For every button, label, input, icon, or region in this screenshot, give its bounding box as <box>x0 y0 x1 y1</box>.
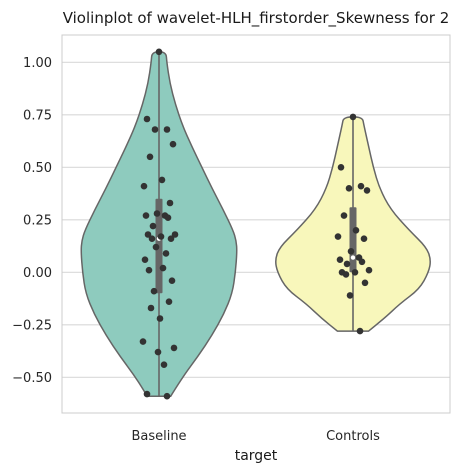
data-point <box>143 115 151 123</box>
data-point <box>154 348 162 356</box>
data-point <box>140 182 148 190</box>
data-point <box>356 327 364 335</box>
data-point <box>365 266 373 274</box>
chart-title: Violinplot of wavelet-HLH_firstorder_Ske… <box>63 9 450 28</box>
data-point <box>147 304 155 312</box>
data-point <box>144 231 152 238</box>
data-point <box>342 271 350 278</box>
data-point <box>337 164 345 171</box>
y-tick-label: −0.25 <box>12 318 52 333</box>
y-tick-label: 0.75 <box>23 108 52 123</box>
data-point <box>343 260 351 268</box>
data-point <box>351 269 359 276</box>
data-point <box>349 113 357 121</box>
data-point <box>148 235 156 242</box>
data-point <box>352 227 360 234</box>
plot-frame <box>61 34 451 414</box>
data-point <box>167 235 175 242</box>
data-point <box>143 390 151 398</box>
data-point <box>171 231 179 238</box>
data-point <box>164 214 172 221</box>
data-point <box>155 48 163 56</box>
y-tick-label: 0.25 <box>23 213 52 228</box>
x-ticks: Baseline Controls <box>131 429 380 444</box>
data-point <box>150 287 158 295</box>
data-point <box>357 182 365 190</box>
violins <box>80 48 431 400</box>
data-point <box>345 185 353 192</box>
data-point <box>149 222 157 230</box>
data-point <box>142 212 150 219</box>
data-point <box>166 199 174 207</box>
data-point <box>157 233 165 240</box>
data-point <box>158 176 166 184</box>
data-point <box>170 344 178 352</box>
data-point <box>156 315 164 322</box>
data-point <box>340 212 348 219</box>
data-point <box>169 140 177 148</box>
x-axis-label: target <box>235 448 278 464</box>
data-point <box>162 250 170 257</box>
box-controls <box>349 207 357 273</box>
data-point <box>347 248 355 255</box>
data-point <box>145 266 153 274</box>
data-point <box>151 126 159 133</box>
y-tick-label: 0.00 <box>23 266 52 281</box>
data-point <box>168 277 176 285</box>
data-point <box>358 258 366 266</box>
x-tick-label: Baseline <box>131 429 186 444</box>
data-point <box>152 243 160 251</box>
data-point <box>360 235 368 242</box>
x-tick-label: Controls <box>326 429 380 444</box>
data-point <box>363 187 371 194</box>
data-point <box>361 279 369 287</box>
y-tick-label: 0.50 <box>23 161 52 176</box>
y-tick-label: 1.00 <box>23 56 52 71</box>
data-point <box>163 126 171 133</box>
data-point <box>159 264 167 272</box>
data-point <box>334 233 342 240</box>
data-point <box>160 361 168 369</box>
median-controls <box>350 255 356 260</box>
data-point <box>346 292 354 299</box>
data-point <box>153 210 161 217</box>
y-tick-label: −0.50 <box>12 371 52 386</box>
data-point <box>163 392 171 400</box>
data-point <box>146 153 154 161</box>
data-point <box>141 256 149 264</box>
data-point <box>165 298 173 306</box>
data-point <box>139 338 147 345</box>
y-ticks: −0.50 −0.25 0.00 0.25 0.50 0.75 1.00 <box>12 56 52 386</box>
data-point <box>336 256 344 264</box>
